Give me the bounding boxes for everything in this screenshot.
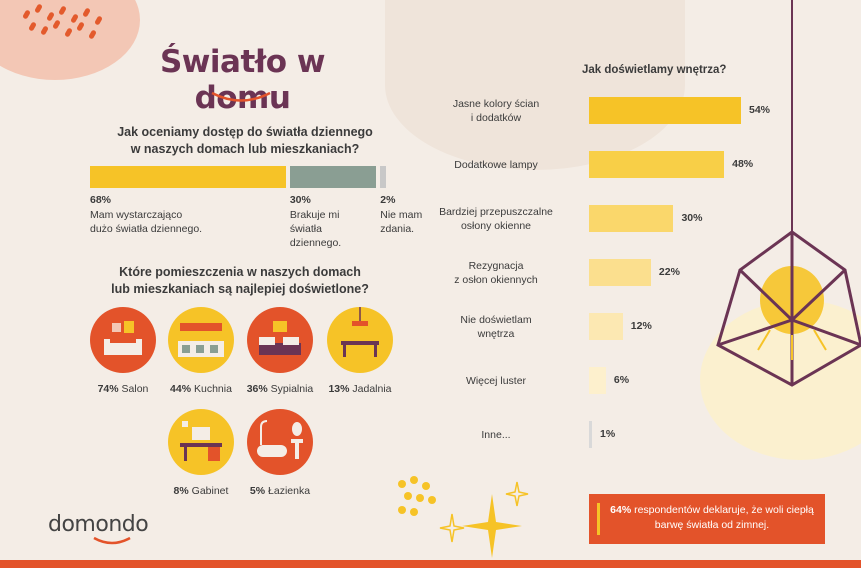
room-label: 74% Salon — [73, 383, 173, 395]
room-name: Salon — [118, 383, 149, 395]
chart-category-label: Bardziej przepuszczalne osłony okienne — [439, 205, 553, 232]
bottom-strip — [0, 560, 861, 568]
chart-category-label: Więcej luster — [465, 374, 527, 387]
dining-room-icon — [327, 307, 393, 373]
chart-value-label: 1% — [600, 428, 616, 440]
chart-category-label: Rezygnacja z osłon okiennych — [454, 259, 538, 286]
logo[interactable]: domondo — [48, 512, 149, 537]
callout-accent — [597, 503, 600, 535]
chart-value-label: 6% — [613, 374, 630, 386]
daylight-percent: 68% — [90, 194, 112, 206]
daylight-label: Brakuje mi światła dziennego. — [289, 209, 342, 249]
callout-box — [589, 494, 825, 544]
room-name: Łazienka — [265, 485, 311, 497]
room-label: 5% Łazienka — [230, 485, 330, 497]
chart-bar — [589, 151, 725, 178]
chart-bar — [589, 97, 741, 124]
chart-value-label: 22% — [658, 266, 680, 278]
lamp-icon — [716, 0, 861, 387]
chart-category-label: Inne... — [481, 428, 511, 441]
chart-value-label: 54% — [749, 104, 771, 116]
room-percent: 5% — [249, 485, 266, 497]
kitchen-icon — [168, 307, 234, 373]
room-name: Gabinet — [188, 485, 229, 497]
question-2-line: lub mieszkaniach są najlepiej doświetlon… — [111, 282, 369, 296]
room-label: 44% Kuchnia — [151, 383, 251, 395]
chart-category-label: Jasne kolory ścian i dodatków — [452, 97, 540, 124]
room-label: 36% Sypialnia — [230, 383, 330, 395]
room-name: Sypialnia — [267, 383, 314, 395]
question-2-heading: Które pomieszczenia w naszych domach lub… — [90, 264, 390, 298]
decorative-blob — [385, 0, 685, 170]
daylight-percent: 2% — [380, 194, 396, 206]
question-1-line: Jak oceniamy dostęp do światła dziennego — [117, 125, 373, 139]
chart-value-label: 30% — [681, 212, 703, 224]
callout-text: 64% respondentów deklaruje, że woli ciep… — [606, 503, 818, 533]
office-icon — [168, 409, 234, 475]
room-percent: 44% — [170, 383, 192, 395]
bathroom-icon — [247, 409, 313, 475]
chart-category-label: Dodatkowe lampy — [454, 158, 538, 171]
sparkle-decoration — [398, 476, 529, 558]
decorative-blob — [0, 0, 140, 80]
page-title: Światło w domu — [159, 44, 326, 116]
room-name: Kuchnia — [191, 383, 232, 395]
chart-category-label: Nie doświetlam wnętrza — [460, 313, 532, 340]
daylight-percent: 30% — [289, 194, 311, 206]
room-percent: 8% — [173, 485, 189, 497]
room-percent: 36% — [246, 383, 268, 395]
smile-underline — [211, 91, 271, 102]
question-2-line: Które pomieszczenia w naszych domach — [119, 265, 361, 279]
daylight-segment — [289, 166, 377, 188]
daylight-label: Nie mam zdania. — [380, 209, 423, 235]
chart-bar — [589, 259, 651, 286]
callout-rest: respondentów deklaruje, że woli ciepłą b… — [631, 504, 814, 531]
room-percent: 74% — [97, 383, 119, 395]
room-name: Jadalnia — [349, 383, 392, 395]
chart-bar — [589, 205, 674, 232]
daylight-segment — [90, 166, 286, 188]
callout-bold: 64% — [610, 504, 632, 516]
chart-title: Jak doświetlamy wnętrza? — [582, 64, 727, 76]
question-1-line: w naszych domach lub mieszkaniach? — [130, 142, 360, 156]
chart-value-label: 48% — [732, 158, 754, 170]
question-1-heading: Jak oceniamy dostęp do światła dziennego… — [95, 124, 395, 158]
living-room-icon — [90, 307, 156, 373]
bedroom-icon — [247, 307, 313, 373]
chart-bar — [589, 421, 592, 448]
logo-smile — [93, 536, 131, 545]
chart-bar — [589, 367, 606, 394]
room-label: 13% Jadalnia — [310, 383, 410, 395]
daylight-label: Mam wystarczająco dużo światła dziennego. — [90, 209, 203, 235]
daylight-segment — [380, 166, 386, 188]
chart-bar — [589, 313, 623, 340]
room-percent: 13% — [328, 383, 350, 395]
chart-value-label: 12% — [630, 320, 652, 332]
room-label: 8% Gabinet — [151, 485, 251, 497]
